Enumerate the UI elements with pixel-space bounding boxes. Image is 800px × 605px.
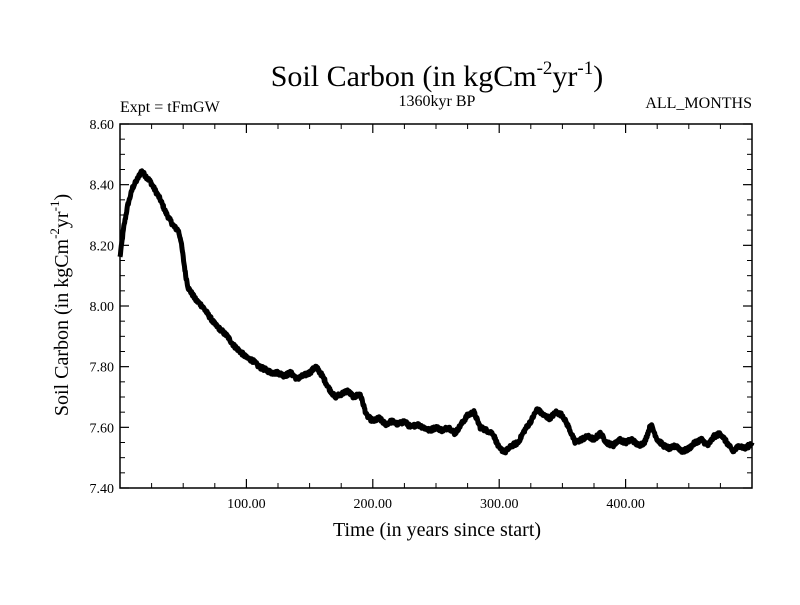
x-tick-label: 300.00: [480, 497, 519, 512]
y-tick-label: 7.60: [90, 421, 115, 436]
x-tick-label: 200.00: [354, 497, 393, 512]
y-tick-label: 7.40: [90, 482, 115, 497]
y-axis-label: Soil Carbon (in kgCm-2yr-1): [47, 194, 73, 416]
plot-frame: [119, 123, 753, 489]
subtitle-period: 1360kyr BP: [399, 93, 476, 110]
series-layer: [117, 168, 755, 456]
subtitle-experiment: Expt = tFmGW: [120, 99, 221, 116]
y-tick-label: 8.00: [90, 300, 115, 315]
series-line-soil-carbon: [117, 168, 755, 456]
y-tick-label: 7.80: [90, 361, 115, 376]
x-axis-label: Time (in years since start): [333, 519, 541, 541]
chart-title: Soil Carbon (in kgCm-2yr-1): [271, 58, 604, 93]
y-tick-label: 8.20: [90, 239, 115, 254]
x-tick-label: 100.00: [227, 497, 266, 512]
y-tick-label: 8.60: [90, 118, 115, 133]
subtitle-months: ALL_MONTHS: [645, 95, 752, 112]
y-tick-label: 8.40: [90, 179, 115, 194]
axis-ticks: 7.40 7.60 7.80 8.00 8.20 8.40 8.60 100.00 200.00…: [90, 118, 752, 512]
x-tick-label: 400.00: [606, 497, 645, 512]
